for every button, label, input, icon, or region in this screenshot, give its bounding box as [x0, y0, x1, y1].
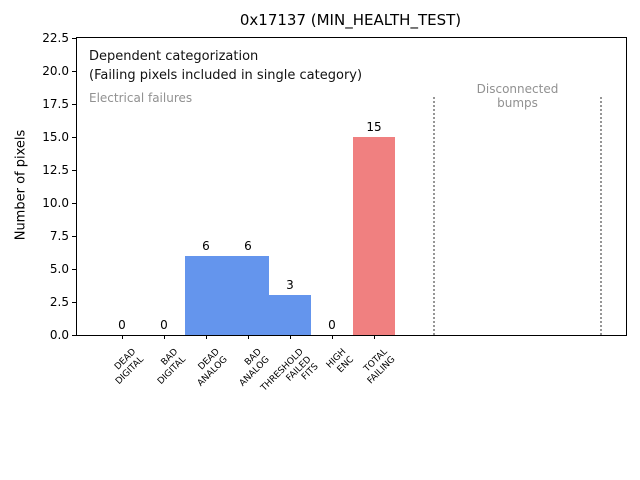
x-tick-mark [247, 335, 249, 339]
x-tick-label-dead-analog: DEAD ANALOG [195, 347, 230, 389]
annotation-dependent-categorization: Dependent categorization [89, 49, 259, 64]
x-tick-label-bad-digital: BAD DIGITAL [155, 347, 188, 387]
x-tick-mark [163, 335, 165, 339]
annotation-disconnected-bumps: Disconnected bumps [476, 82, 559, 110]
y-tick-label: 10.0 [42, 196, 69, 210]
bar-value-threshold-failed-fits: 3 [286, 278, 294, 293]
bar-value-total-failing: 15 [366, 120, 382, 134]
plot-area: Dependent categorization (Failing pixels… [42, 31, 627, 393]
y-tick-label: 2.5 [49, 295, 69, 309]
bar-value-high-enc: 0 [328, 318, 336, 332]
x-tick-label-total-failing: TOTAL FAILING [362, 347, 398, 386]
y-tick-label: 5.0 [49, 262, 69, 276]
y-tick-mark [72, 301, 76, 303]
x-tick-mark [331, 335, 333, 339]
y-tick-label: 15.0 [42, 130, 69, 144]
y-tick-label: 17.5 [42, 97, 69, 111]
x-tick-label-high-enc: HIGH ENC [324, 347, 356, 375]
y-tick-mark [72, 70, 76, 72]
bar-total-failing [353, 137, 395, 335]
y-tick-mark [72, 37, 76, 39]
y-tick-mark [72, 202, 76, 204]
y-tick-label: 22.5 [42, 31, 69, 45]
x-tick-mark [373, 335, 375, 339]
y-tick-mark [72, 235, 76, 237]
y-tick-label: 20.0 [42, 64, 69, 78]
x-tick-mark [289, 335, 291, 339]
y-tick-mark [72, 334, 76, 336]
bar-value-bad-analog: 6 [244, 238, 252, 253]
y-axis-label: Number of pixels [13, 129, 29, 241]
x-tick-label-threshold-failed-fits: THRESHOLD FAILED FITS [259, 347, 321, 394]
separator-line-1 [432, 97, 435, 335]
y-tick-label: 0.0 [49, 328, 69, 342]
x-tick-mark [121, 335, 123, 339]
bar-value-bad-digital: 0 [160, 318, 168, 332]
annotation-electrical-failures: Electrical failures [89, 91, 193, 105]
bar-value-dead-digital: 0 [118, 318, 126, 332]
separator-line-2 [599, 97, 602, 335]
x-tick-label-dead-digital: DEAD DIGITAL [112, 347, 146, 387]
y-tick-mark [72, 268, 76, 270]
bar-threshold-failed-fits [269, 295, 311, 335]
y-tick-mark [72, 103, 76, 105]
bar-bad-analog [227, 255, 269, 335]
y-tick-mark [72, 136, 76, 138]
y-tick-mark [72, 169, 76, 171]
annotation-failing-pixels-note: (Failing pixels included in single categ… [89, 68, 363, 83]
x-tick-mark [205, 335, 207, 339]
y-tick-label: 7.5 [49, 229, 69, 243]
y-tick-label: 12.5 [42, 163, 69, 177]
bar-value-dead-analog: 6 [202, 238, 210, 253]
bar-dead-analog [185, 255, 227, 335]
chart-title: 0x17137 (MIN_HEALTH_TEST) [239, 11, 462, 29]
